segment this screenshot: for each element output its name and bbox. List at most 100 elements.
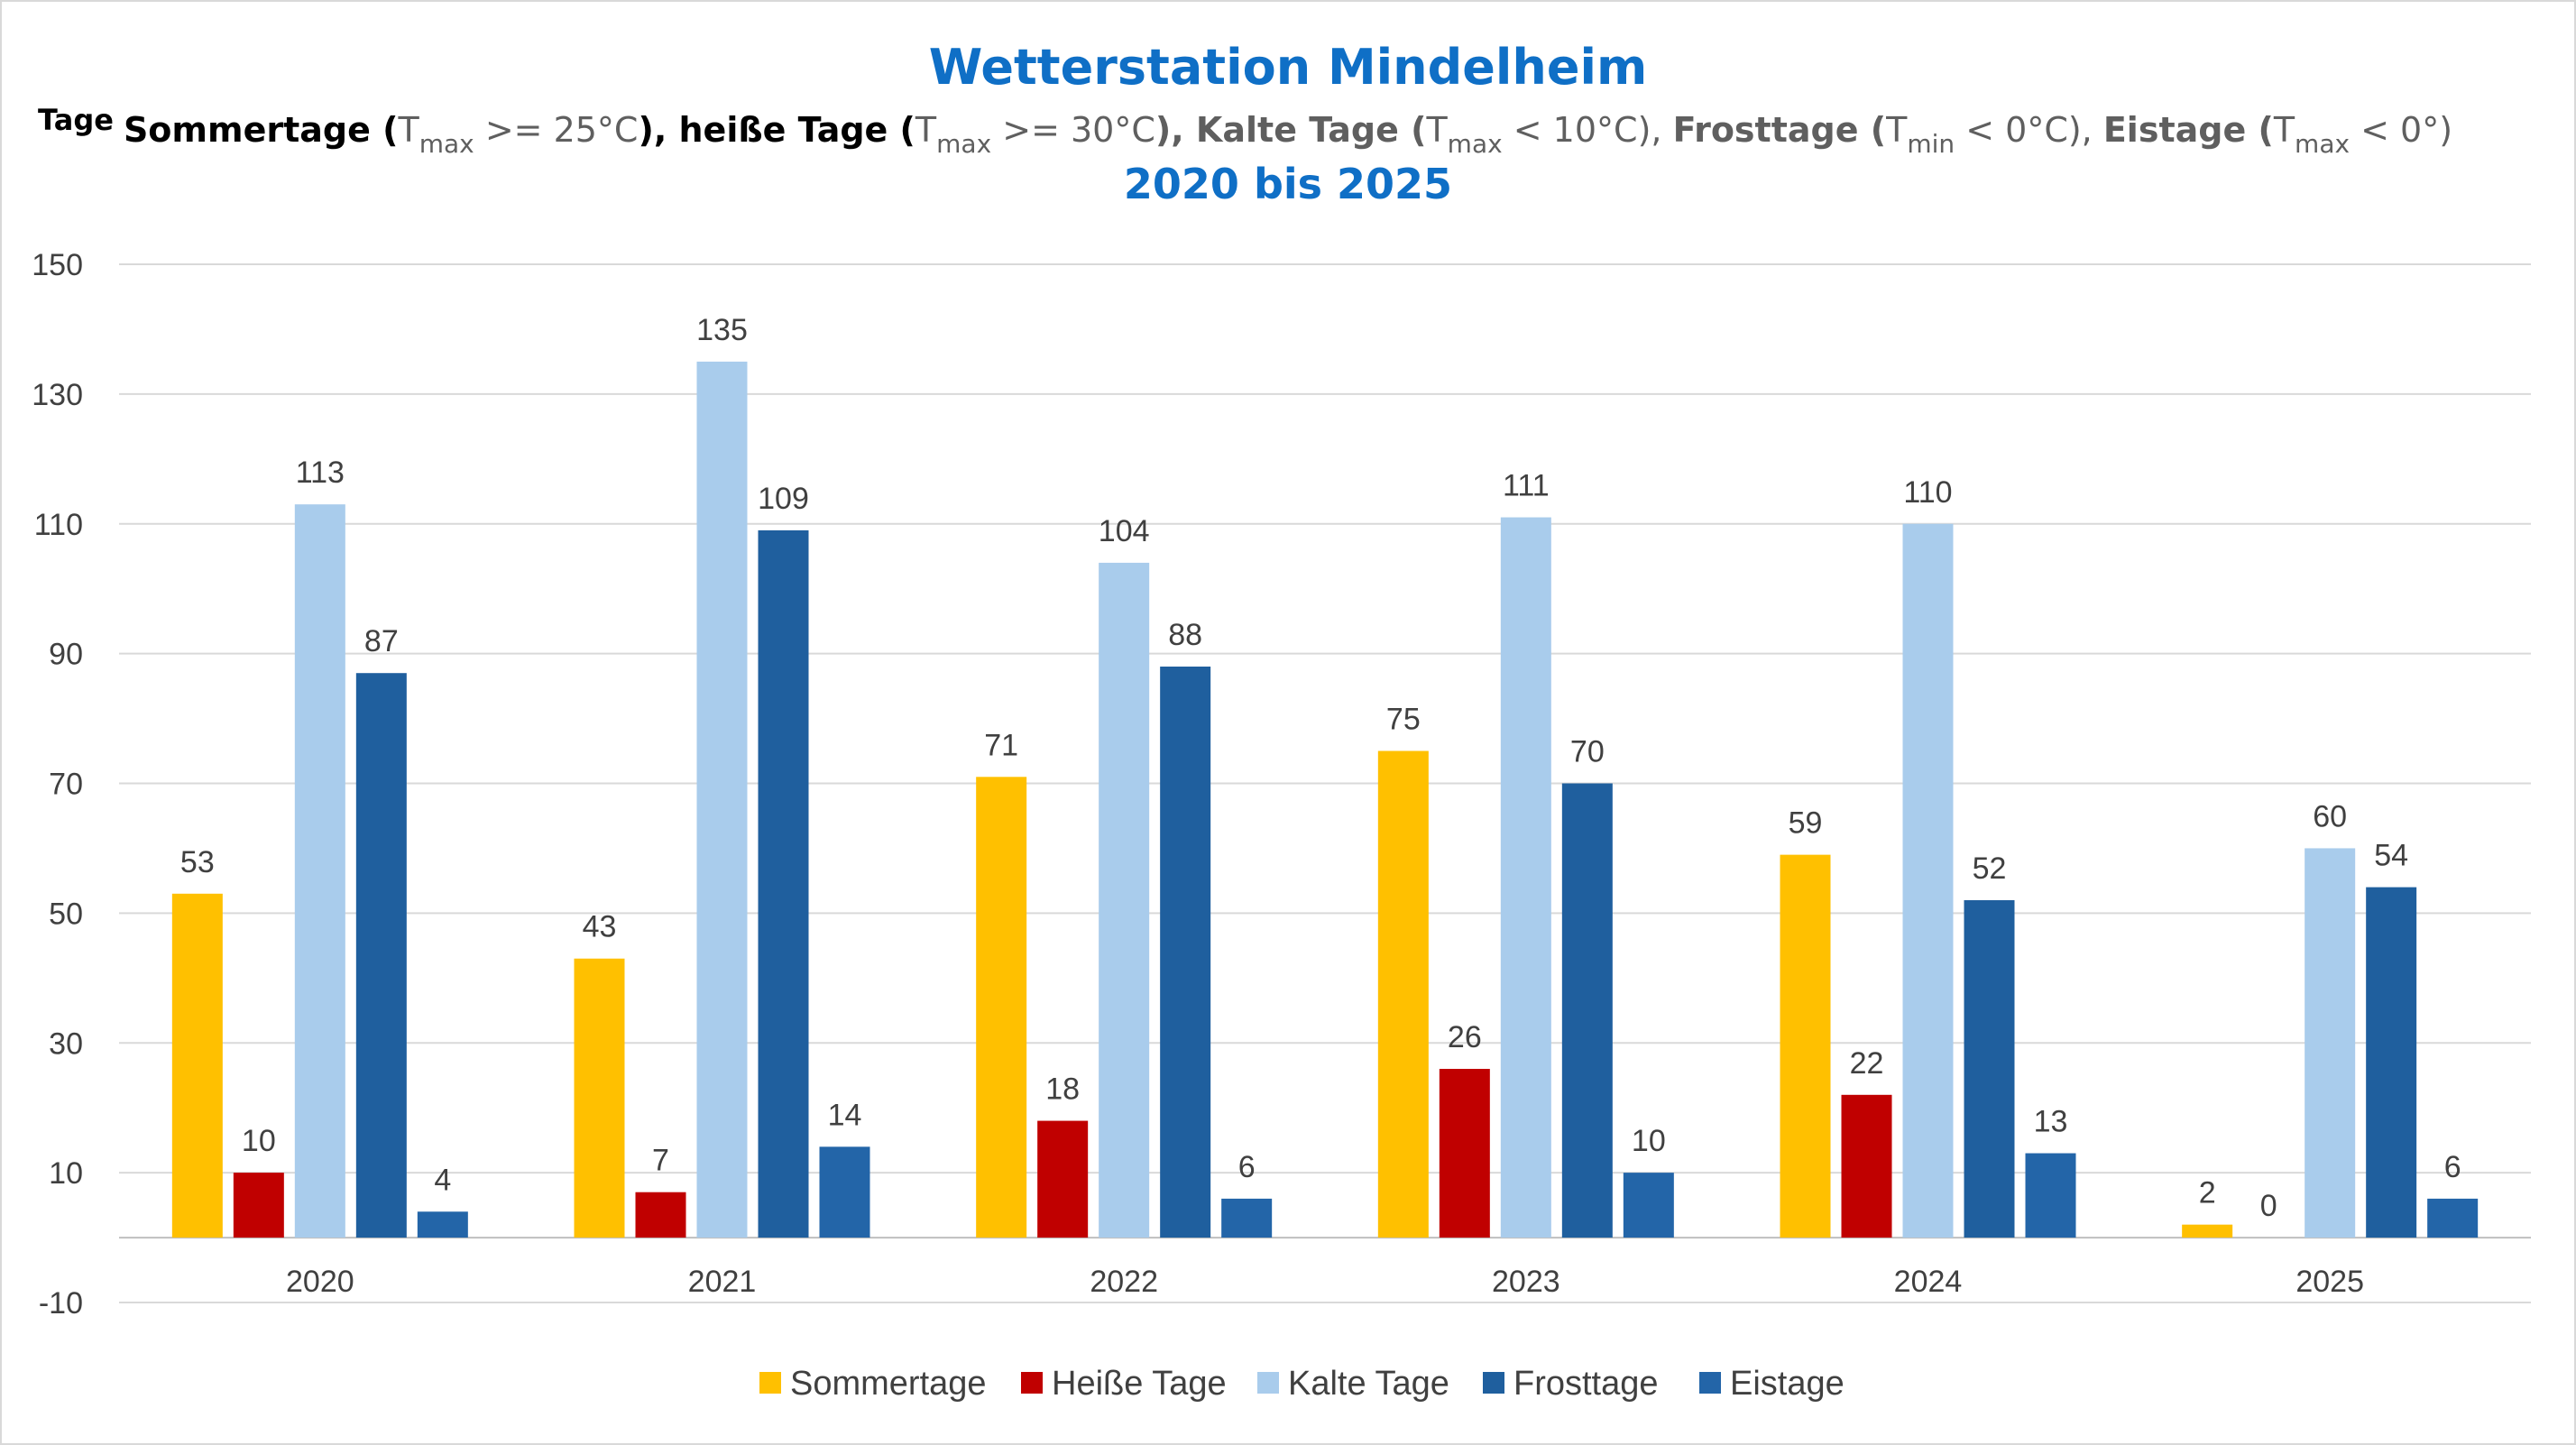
bar [1623,1173,1674,1238]
data-label: 10 [1632,1124,1666,1158]
chart-range-label: 2020 bis 2025 [1124,160,1452,208]
x-tick-label: 2024 [1894,1265,1963,1299]
bar [819,1146,870,1238]
legend-label: Sommertage [790,1365,987,1403]
bar [2025,1153,2076,1238]
bar [1841,1094,1892,1238]
y-tick-label: 50 [49,897,83,931]
y-tick-label: 10 [49,1156,83,1191]
subtitle-part: max [2295,129,2350,159]
data-label: 6 [2444,1150,2461,1184]
x-tick-label: 2021 [688,1265,757,1299]
chart-title: Wetterstation Mindelheim [929,39,1648,96]
y-axis-label: Tage [38,103,114,137]
y-tick-label: 90 [49,638,83,672]
legend-label: Frosttage [1513,1365,1659,1403]
subtitle-part: >= 25°C [474,110,639,150]
subtitle-part: T [915,110,937,150]
y-tick-label: 70 [49,768,83,802]
bar [1439,1069,1490,1238]
data-label: 135 [696,313,748,347]
bar [1377,750,1429,1238]
subtitle-part: Sommertage ( [124,110,399,150]
bar [2427,1198,2479,1238]
data-label: 18 [1045,1072,1080,1107]
data-label: 54 [2374,839,2408,873]
legend-swatch [759,1372,781,1394]
y-axis-ticks: -10 10 30 50 70 90 110 130 150 [32,248,83,1321]
bar [635,1192,686,1238]
bar [574,958,625,1238]
legend-label: Kalte Tage [1288,1365,1449,1403]
data-label: 26 [1448,1020,1482,1054]
chart-subtitle: Sommertage (Tmax >= 25°C), heiße Tage (T… [124,110,2452,159]
data-label: 113 [296,456,345,490]
legend-label: Heiße Tage [1052,1365,1227,1403]
bar [758,529,809,1238]
subtitle-part: ), Kalte Tage ( [1155,110,1427,150]
data-label: 111 [1503,469,1550,503]
bar [1902,523,1954,1238]
bar [2182,1224,2233,1238]
bars [171,361,2479,1238]
y-tick-label: -10 [39,1286,83,1321]
x-axis-ticks: 2020 2021 2022 2023 2024 2025 [286,1265,2364,1299]
grid-lines [119,263,2531,1303]
legend-swatch [1257,1372,1279,1394]
y-tick-label: 30 [49,1026,83,1061]
subtitle-part: T [398,110,420,150]
x-tick-label: 2023 [1492,1265,1560,1299]
x-tick-label: 2022 [1090,1265,1158,1299]
bar [1500,517,1551,1238]
data-label: 7 [652,1144,669,1178]
subtitle-part: min [1907,129,1955,159]
bar [2305,848,2356,1238]
bar [1964,899,2015,1238]
data-label: 43 [583,910,617,944]
legend-swatch [1021,1372,1043,1394]
bar [233,1173,284,1238]
x-tick-label: 2025 [2295,1265,2364,1299]
subtitle-part: < 10°C), [1503,110,1673,150]
data-label: 87 [364,624,399,658]
bar [1561,783,1613,1238]
bar [1780,854,1831,1238]
x-tick-label: 2020 [286,1265,354,1299]
data-label: 13 [2034,1105,2068,1139]
subtitle-part: ), heiße Tage ( [638,110,915,150]
subtitle-part: < 0°) [2350,110,2452,150]
y-tick-label: 110 [34,508,83,542]
subtitle-part: Eistage ( [2103,110,2274,150]
subtitle-part: T [1425,110,1448,150]
data-labels: 5310113874437135109147118104886752611170… [180,313,2461,1223]
data-label: 110 [1903,475,1952,510]
bar [1160,667,1211,1238]
subtitle-part: max [419,129,474,159]
subtitle-part: Frosttage ( [1673,110,1887,150]
bar [355,673,407,1238]
bar [696,361,748,1238]
data-label: 71 [984,728,1018,762]
subtitle-part: >= 30°C [991,110,1155,150]
subtitle-part: < 0°C), [1955,110,2103,150]
data-label: 60 [2313,799,2347,833]
data-label: 70 [1570,735,1605,769]
data-label: 0 [2260,1189,2277,1223]
data-label: 14 [828,1098,862,1132]
data-label: 4 [434,1163,451,1197]
data-label: 10 [242,1124,276,1158]
legend-swatch [1483,1372,1504,1394]
bar [417,1211,468,1238]
subtitle-part: max [1448,129,1503,159]
bar [171,893,223,1238]
bar [1099,562,1150,1238]
y-tick-label: 150 [32,248,83,282]
data-label: 52 [1973,851,2007,886]
bar [294,504,345,1238]
legend-label: Eistage [1730,1365,1845,1403]
data-label: 59 [1789,806,1823,841]
subtitle-part: T [1885,110,1908,150]
bar [1221,1198,1273,1238]
